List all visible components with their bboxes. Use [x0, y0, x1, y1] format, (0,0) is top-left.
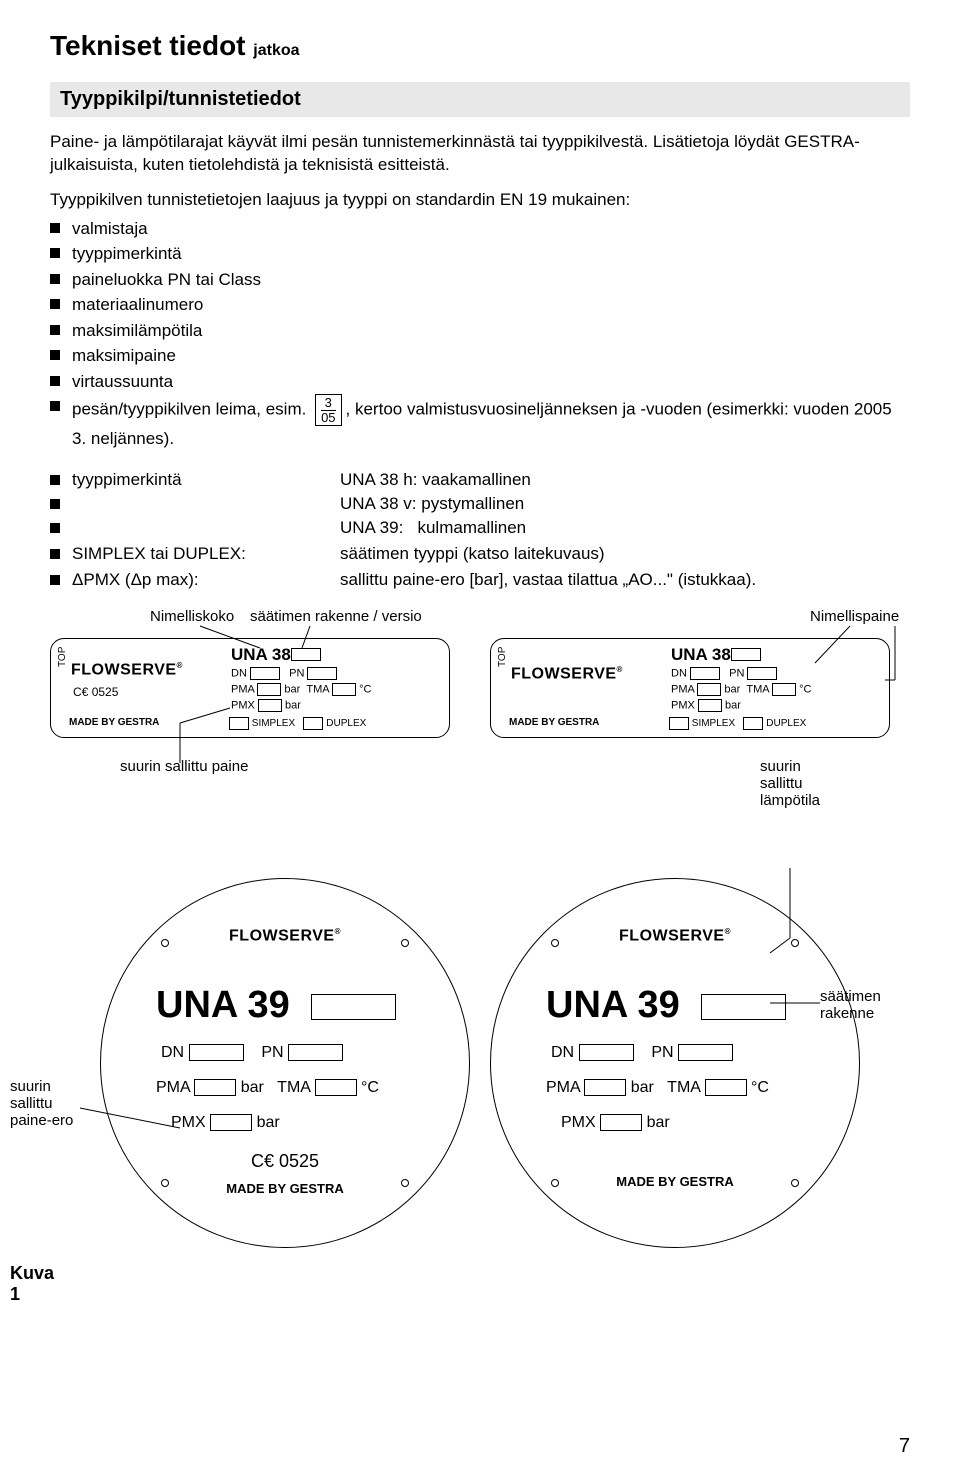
ce-mark: C€ 0525 [73, 685, 118, 699]
list-item: paineluokka PN tai Class [50, 267, 910, 293]
label-reg-version: säätimen rakenne / versio [250, 608, 422, 625]
flowserve-logo: FLOWSERVE® [491, 927, 859, 945]
model: UNA 39 [546, 984, 680, 1027]
frac-bot: 05 [321, 411, 335, 424]
def-val: sallittu paine-ero [bar], vastaa tilattu… [340, 570, 910, 590]
def-val: säätimen tyyppi (katso laitekuvaus) [340, 544, 910, 564]
def-key: SIMPLEX tai DUPLEX: [50, 544, 340, 564]
label-nominal-size: Nimelliskoko [150, 608, 234, 625]
label-max-dp: suurin sallittu paine-ero [10, 1078, 73, 1129]
frac-top: 3 [321, 396, 335, 411]
top-marker: TOP [497, 646, 508, 666]
list-intro: Tyyppikilven tunnistetietojen laajuus ja… [50, 189, 910, 212]
list-item: materiaalinumero [50, 292, 910, 318]
label-max-pressure: suurin sallittu paine [120, 758, 248, 775]
list-item: valmistaja [50, 216, 910, 242]
definitions: tyyppimerkintä UNA 38 h: vaakamallinen U… [50, 470, 910, 590]
label-nominal-pressure: Nimellispaine [810, 608, 899, 625]
field-box [311, 994, 396, 1020]
model: UNA 38 [671, 645, 731, 665]
page-title: Tekniset tiedot jatkoa [50, 30, 910, 62]
list-item: tyyppimerkintä [50, 241, 910, 267]
flowserve-logo: FLOWSERVE® [511, 665, 623, 683]
small-plate-right: TOP FLOWSERVE® MADE BY GESTRA UNA 38 DN … [490, 638, 890, 738]
flowserve-logo: FLOWSERVE® [71, 661, 183, 679]
model: UNA 39 [156, 984, 290, 1027]
title-main: Tekniset tiedot [50, 30, 246, 61]
title-cont: jatkoa [253, 42, 299, 59]
stamp-fraction: 3 05 [315, 394, 341, 426]
flowserve-logo: FLOWSERVE® [101, 927, 469, 945]
model: UNA 38 [231, 645, 291, 665]
list-item: maksimilämpötila [50, 318, 910, 344]
label-max-temp: suurin sallittu lämpötila [760, 758, 820, 809]
round-plate-left: FLOWSERVE® UNA 39 DN PN PMA bar TMA °C P… [100, 878, 470, 1248]
list-item: virtaussuunta [50, 369, 910, 395]
list-item-stamp: pesän/tyyppikilven leima, esim. 3 05 , k… [50, 394, 910, 452]
small-plates-diagram: Nimelliskoko säätimen rakenne / versio N… [50, 608, 910, 858]
round-plates-diagram: suurin sallittu paine-ero säätimen raken… [50, 868, 910, 1328]
def-val: UNA 38 v: pystymallinen [340, 494, 910, 514]
def-val: UNA 39: kulmamallinen [340, 518, 910, 538]
made-by: MADE BY GESTRA [69, 717, 159, 728]
ce-mark: C€ 0525 [101, 1151, 469, 1172]
round-plate-right: FLOWSERVE® UNA 39 DN PN PMA bar TMA °C P… [490, 878, 860, 1248]
list-item: maksimipaine [50, 343, 910, 369]
small-plate-left: TOP FLOWSERVE® C€ 0525 MADE BY GESTRA UN… [50, 638, 450, 738]
field-box [731, 648, 761, 661]
def-key: ΔPMX (Δp max): [50, 570, 340, 590]
top-marker: TOP [57, 646, 68, 666]
figure-label: Kuva 1 [10, 1263, 54, 1305]
section-heading: Tyyppikilpi/tunnistetiedot [50, 82, 910, 117]
made-by: MADE BY GESTRA [509, 717, 599, 728]
def-key: tyyppimerkintä [50, 470, 340, 490]
def-val: UNA 38 h: vaakamallinen [340, 470, 910, 490]
bullet-list: valmistaja tyyppimerkintä paineluokka PN… [50, 216, 910, 452]
made-by: MADE BY GESTRA [101, 1181, 469, 1196]
stamp-pre: pesän/tyyppikilven leima, esim. [72, 400, 306, 419]
made-by: MADE BY GESTRA [491, 1174, 859, 1189]
field-box [291, 648, 321, 661]
page-number: 7 [899, 1435, 910, 1458]
intro-paragraph: Paine- ja lämpötilarajat käyvät ilmi pes… [50, 131, 910, 177]
field-box [701, 994, 786, 1020]
